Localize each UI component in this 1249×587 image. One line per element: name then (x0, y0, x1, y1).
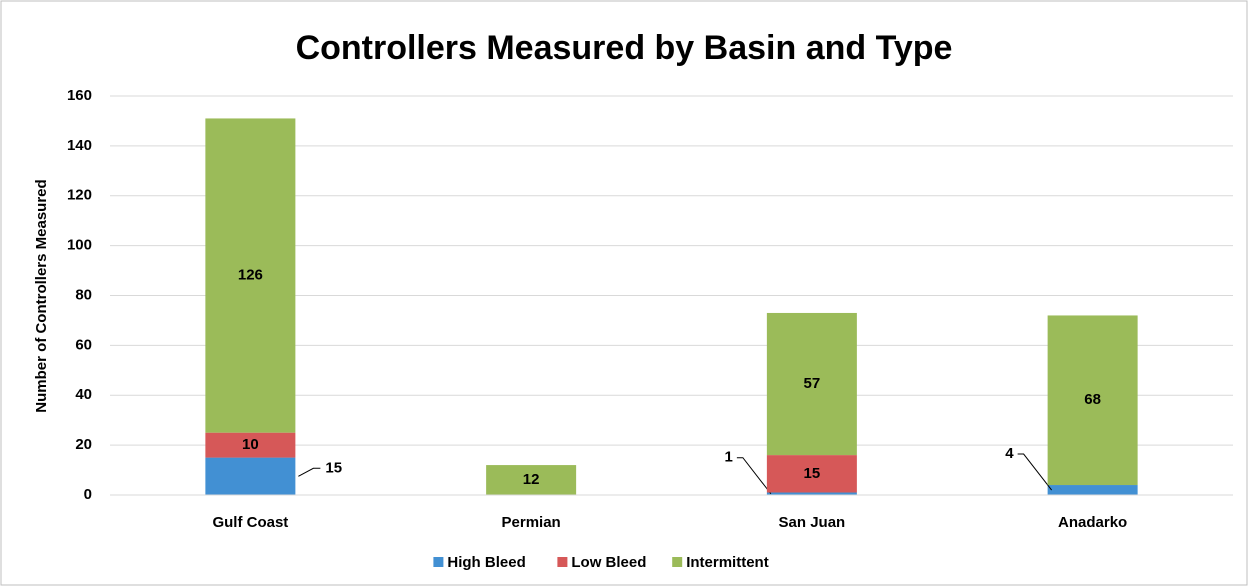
data-label: 12 (523, 471, 540, 488)
bar-segment (205, 432, 296, 458)
data-label: 10 (242, 436, 259, 453)
legend-swatch (557, 557, 568, 567)
data-label: 1 (725, 449, 733, 466)
bar-segment (766, 492, 857, 495)
data-label: 15 (325, 459, 342, 476)
bar-segment (766, 455, 857, 493)
x-tick-label: San Juan (779, 514, 846, 531)
legend-swatch (433, 557, 444, 567)
y-axis-label: Number of Controllers Measured (33, 179, 50, 412)
y-tick-label: 80 (75, 286, 92, 303)
data-label: 68 (1084, 391, 1101, 408)
legend-swatch (672, 557, 683, 567)
data-label: 126 (238, 267, 263, 284)
leader-line (736, 457, 772, 495)
y-tick-label: 40 (75, 386, 92, 403)
x-tick-label: Gulf Coast (212, 514, 288, 531)
y-tick-label: 100 (67, 237, 92, 254)
chart-title: Controllers Measured by Basin and Type (296, 29, 953, 67)
data-label: 4 (1005, 445, 1014, 462)
data-label: 15 (804, 465, 821, 482)
y-tick-label: 0 (84, 486, 92, 503)
y-tick-label: 20 (75, 436, 92, 453)
legend-label: High Bleed (447, 554, 525, 571)
legend-label: Low Bleed (571, 554, 646, 571)
y-tick-label: 120 (67, 187, 92, 204)
data-label: 57 (804, 375, 821, 392)
y-tick-label: 60 (75, 336, 92, 353)
y-tick-label: 160 (67, 87, 92, 104)
x-tick-label: Permian (502, 514, 561, 531)
leader-line (298, 467, 321, 477)
x-tick-label: Anadarko (1058, 514, 1127, 531)
bar-segment (1047, 315, 1138, 486)
bar-segment (205, 457, 296, 495)
legend-label: Intermittent (686, 554, 769, 571)
y-tick-label: 140 (67, 137, 92, 154)
bar-segment (486, 465, 577, 495)
leader-line (1017, 453, 1053, 491)
bar-segment (1047, 485, 1138, 495)
bar-segment (205, 118, 296, 433)
bar-segment (766, 312, 857, 456)
